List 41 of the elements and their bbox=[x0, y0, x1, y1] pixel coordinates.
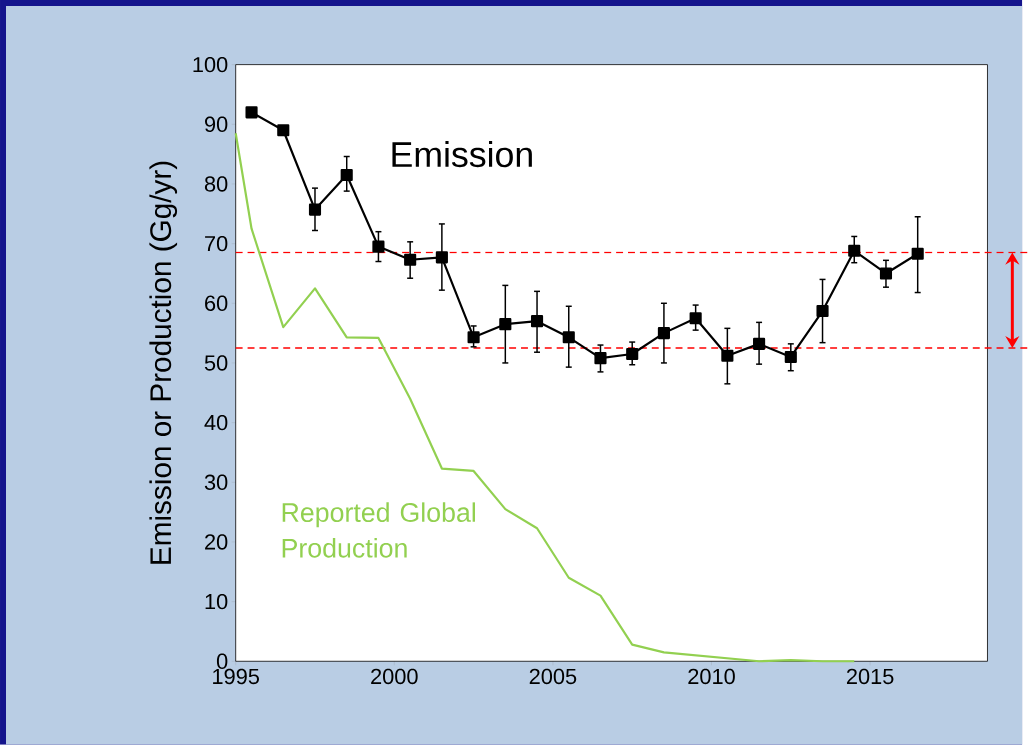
y-tick-label: 40 bbox=[204, 414, 228, 431]
y-tick-label: 20 bbox=[205, 534, 228, 550]
x-tick-label: 2005 bbox=[529, 668, 577, 685]
y-axis-title: Emission or Production (Gg/yr) bbox=[149, 161, 178, 564]
point bbox=[753, 337, 766, 351]
point bbox=[562, 331, 575, 344]
series-label: Reported Global Production bbox=[282, 502, 475, 558]
point bbox=[721, 349, 734, 362]
point bbox=[340, 169, 353, 182]
point bbox=[879, 267, 893, 280]
point bbox=[784, 351, 797, 364]
point bbox=[372, 240, 385, 253]
x-tick-label: 2010 bbox=[688, 668, 735, 685]
y-tick-label: 90 bbox=[205, 116, 228, 133]
x-tick-label: 2015 bbox=[846, 668, 894, 685]
point bbox=[404, 253, 417, 266]
y-tick-label: 80 bbox=[204, 176, 228, 192]
point bbox=[689, 312, 702, 325]
x-tick-label: 2000 bbox=[371, 668, 418, 685]
point bbox=[816, 305, 829, 318]
y-tick-label: 70 bbox=[205, 235, 228, 252]
point bbox=[626, 348, 639, 361]
point bbox=[435, 251, 448, 264]
point bbox=[657, 327, 670, 340]
point bbox=[308, 203, 322, 216]
point bbox=[499, 318, 512, 331]
point bbox=[245, 106, 258, 119]
x-tick-label: 1995 bbox=[213, 668, 259, 685]
y-tick-label: 100 bbox=[193, 56, 228, 73]
point bbox=[911, 247, 924, 260]
y-tick-label: 10 bbox=[205, 593, 228, 610]
y-tick-label: 0 bbox=[216, 653, 228, 670]
point bbox=[848, 244, 861, 257]
y-tick-label: 50 bbox=[204, 355, 228, 371]
point bbox=[467, 331, 480, 344]
point bbox=[594, 352, 607, 365]
y-tick-label: 60 bbox=[205, 295, 228, 312]
point bbox=[277, 124, 290, 137]
series-label: Emission bbox=[392, 141, 532, 168]
y-tick-label: 30 bbox=[204, 474, 228, 491]
point bbox=[530, 315, 544, 328]
